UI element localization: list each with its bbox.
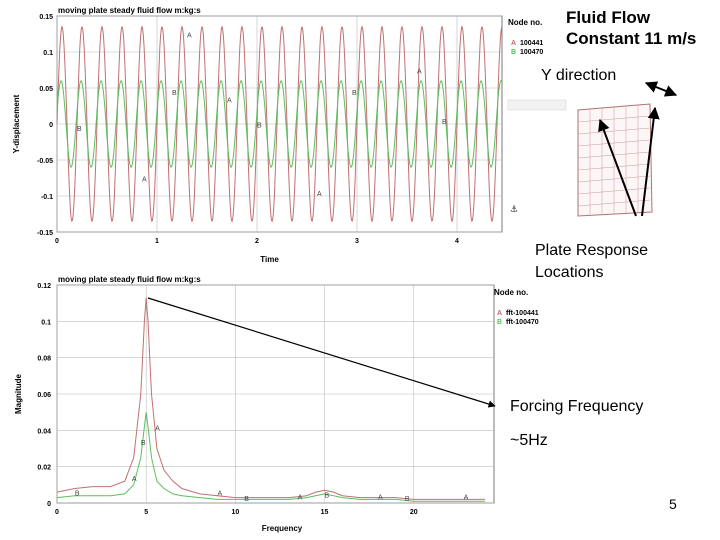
fft-xtick-label: 5	[144, 509, 148, 516]
fft-ytick-label: 0.04	[37, 428, 51, 435]
time-marker-a: A	[417, 69, 422, 76]
time-xtick-label: 1	[155, 238, 159, 245]
time-ytick-label: -0.05	[37, 158, 53, 165]
fft-legend-b-name: fft-100470	[505, 319, 539, 326]
location-arrow-1	[598, 118, 637, 217]
fft-ytick-label: 0.12	[37, 283, 51, 290]
fft-chart-legend-title: Node no.	[494, 288, 529, 297]
fft-marker-a: A	[132, 476, 137, 483]
time-series-line-b	[56, 80, 503, 168]
forcing-frequency-arrow	[147, 297, 496, 408]
fft-ytick-label: 0.06	[37, 392, 51, 399]
fft-yaxis-label: Magnitude	[14, 373, 23, 414]
direction-label: Y direction	[541, 67, 617, 84]
time-marker-a: A	[227, 97, 232, 104]
fft-legend-b-label: B fft-100470	[497, 319, 539, 326]
fft-series-line-b	[56, 412, 486, 502]
time-marker-a: A	[142, 177, 147, 184]
slide-title-line2: Constant 11 m/s	[566, 29, 697, 48]
anchor-icon: ⚓	[510, 205, 518, 215]
fft-marker-b: B	[325, 493, 330, 500]
time-ytick-label: 0.1	[43, 50, 53, 57]
time-yaxis-label: Y-displacement	[12, 94, 21, 153]
fft-xtick-label: 15	[321, 509, 329, 516]
fft-ytick-label: 0	[47, 501, 51, 508]
time-chart-legend-title: Node no.	[508, 18, 543, 27]
fft-marker-b: B	[141, 440, 146, 447]
time-xtick-label: 3	[355, 238, 359, 245]
time-ytick-label: -0.1	[41, 194, 53, 201]
fft-marker-b: B	[244, 496, 249, 503]
time-marker-a: A	[187, 33, 192, 40]
time-legend-b-label: B 100470	[511, 49, 544, 56]
time-legend-a-name: 100441	[519, 40, 544, 47]
time-marker-a: A	[317, 191, 322, 198]
page-number: 5	[669, 496, 677, 512]
time-xtick-label: 0	[55, 238, 59, 245]
fft-xaxis-label: Frequency	[262, 524, 303, 533]
time-xaxis-label: Time	[260, 255, 279, 264]
fft-series-line-a	[56, 297, 486, 500]
fft-ytick-label: 0.1	[41, 319, 51, 326]
time-marker-b: B	[172, 90, 177, 97]
fft-marker-a: A	[218, 491, 223, 498]
fft-xtick-label: 20	[410, 509, 418, 516]
time-ytick-label: 0.15	[39, 14, 53, 21]
fft-marker-a: A	[155, 425, 160, 432]
time-chart-title: moving plate steady fluid flow m:kg:s	[58, 6, 201, 15]
y-direction-arrow	[644, 81, 678, 97]
fft-xtick-label: 0	[55, 509, 59, 516]
time-legend-a-label: A 100441	[511, 40, 544, 47]
fft-marker-b: B	[75, 491, 80, 498]
fft-marker-a: A	[464, 494, 469, 501]
time-marker-b: B	[442, 119, 447, 126]
slide-title-line1: Fluid Flow	[566, 8, 651, 27]
time-ytick-label: -0.15	[37, 230, 53, 237]
location-arrow-2	[641, 106, 660, 217]
locations-label-line2: Locations	[535, 264, 604, 281]
fft-legend-a-name: fft-100441	[505, 310, 539, 317]
forcing-frequency-label: Forcing Frequency	[510, 398, 644, 415]
time-ytick-label: 0	[49, 122, 53, 129]
fft-chart-title: moving plate steady fluid flow m:kg:s	[58, 275, 201, 284]
time-marker-b: B	[257, 123, 262, 130]
time-ytick-label: 0.05	[39, 86, 53, 93]
fft-marker-a: A	[378, 494, 383, 501]
fft-marker-b: B	[405, 496, 410, 503]
plate-inset-caption	[507, 99, 567, 111]
fft-marker-a: A	[298, 494, 303, 501]
forcing-frequency-value: ~5Hz	[510, 432, 548, 449]
fft-legend-a-label: A fft-100441	[497, 310, 539, 317]
time-xtick-label: 2	[255, 238, 259, 245]
time-marker-b: B	[352, 90, 357, 97]
fft-ytick-label: 0.02	[37, 465, 51, 472]
fft-xtick-label: 10	[231, 509, 239, 516]
fft-ytick-label: 0.08	[37, 356, 51, 363]
time-marker-b: B	[77, 126, 82, 133]
time-xtick-label: 4	[455, 238, 459, 245]
locations-label-line1: Plate Response	[535, 242, 648, 259]
time-legend-b-name: 100470	[519, 49, 544, 56]
